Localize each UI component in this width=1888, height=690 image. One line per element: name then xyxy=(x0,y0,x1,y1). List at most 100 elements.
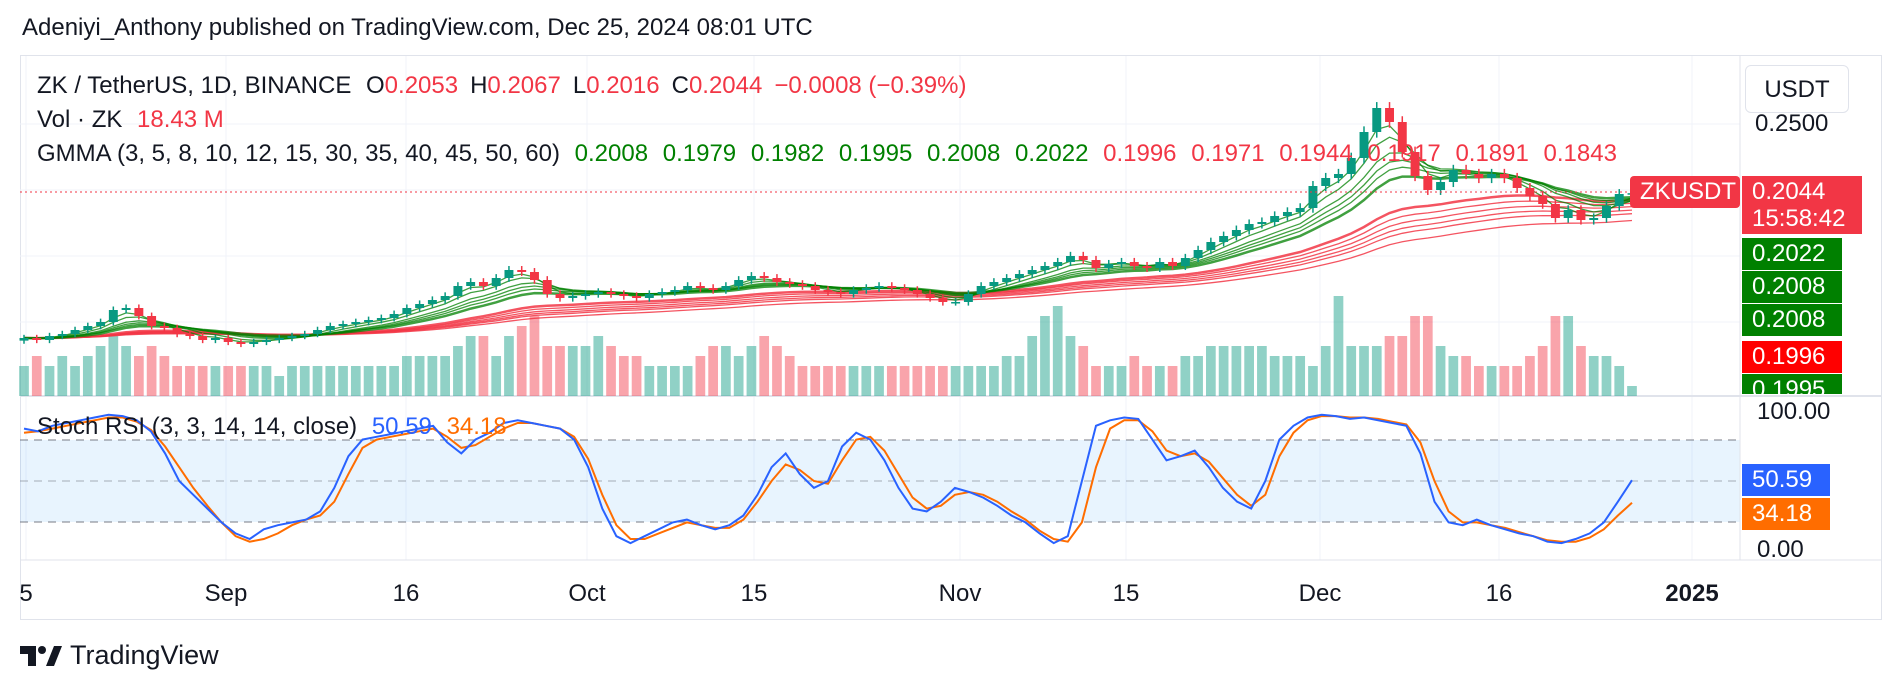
gmma-short-ema-15 xyxy=(23,175,1633,340)
volume-bar xyxy=(325,366,336,396)
volume-bar xyxy=(57,356,68,396)
volume-bar xyxy=(708,346,718,396)
volume-bar xyxy=(1027,336,1038,396)
volume-legend[interactable]: Vol · ZK 18.43 M xyxy=(37,106,232,134)
candle-body xyxy=(236,342,246,344)
volume-bar xyxy=(899,366,910,396)
volume-bar xyxy=(1078,346,1089,396)
candle-body xyxy=(1257,222,1267,224)
candle-body xyxy=(1576,210,1586,220)
stoch-d-value: 34.18 xyxy=(446,413,507,440)
volume-bar xyxy=(197,366,208,396)
currency-button[interactable]: USDT xyxy=(1745,65,1849,113)
volume-bar xyxy=(363,366,374,396)
volume-bar xyxy=(82,356,93,396)
volume-bar xyxy=(1563,316,1574,396)
volume-bar xyxy=(657,366,667,396)
candle-body xyxy=(504,270,514,278)
stoch-tick-0: 0.00 xyxy=(1757,536,1804,563)
volume-bar xyxy=(376,366,387,396)
h-label: H xyxy=(470,72,488,99)
volume-bar xyxy=(695,356,706,396)
candle-body xyxy=(351,322,361,324)
gmma-long-ema-40 xyxy=(23,205,1633,339)
volume-bar xyxy=(886,366,897,396)
gmma-long-5: 0.1891 xyxy=(1455,140,1529,167)
candle-body xyxy=(619,294,629,296)
candle-body xyxy=(1436,182,1446,190)
volume-bar xyxy=(772,346,782,396)
volume-value: 18.43 M xyxy=(137,106,224,133)
volume-bar xyxy=(950,366,961,396)
volume-bar xyxy=(1537,346,1548,396)
volume-bar xyxy=(478,336,489,396)
volume-bar xyxy=(912,366,923,396)
candle-body xyxy=(708,288,718,290)
volume-bar xyxy=(835,366,846,396)
candle-body xyxy=(1602,206,1611,218)
volume-bar xyxy=(1282,356,1293,396)
volume-bar xyxy=(1346,346,1357,396)
volume-bar xyxy=(1269,356,1280,396)
x-tick-sep: Sep xyxy=(204,580,248,607)
gmma-long-ema-35 xyxy=(23,200,1633,339)
candle-body xyxy=(1461,170,1471,174)
candle-body xyxy=(1282,212,1292,216)
high-value: 0.2067 xyxy=(487,72,561,99)
x-tick-dec: Dec xyxy=(1298,580,1342,607)
candle-body xyxy=(249,342,259,344)
gmma-short-4: 0.1995 xyxy=(838,140,913,167)
volume-label: Vol · ZK xyxy=(37,106,123,133)
volume-bar xyxy=(1371,346,1382,396)
candle-body xyxy=(1129,262,1139,266)
stoch-k-tag: 50.59 xyxy=(1742,464,1830,496)
candle-body xyxy=(1053,262,1063,266)
symbol-tag: ZKUSDT xyxy=(1630,176,1740,208)
volume-bar xyxy=(274,376,285,396)
grid xyxy=(20,56,1740,560)
l-label: L xyxy=(572,72,587,99)
candle-body xyxy=(262,340,271,342)
candle-body xyxy=(223,338,233,342)
tradingview-brand[interactable]: TradingView xyxy=(20,640,219,671)
stoch-legend[interactable]: Stoch RSI (3, 3, 14, 14, close) 50.59 34… xyxy=(37,413,515,441)
candle-body xyxy=(810,286,820,290)
gmma-legend[interactable]: GMMA (3, 5, 8, 10, 12, 15, 30, 35, 40, 4… xyxy=(37,140,1625,168)
candle-body xyxy=(1499,174,1509,178)
countdown-tag: 15:58:42 xyxy=(1742,204,1862,234)
volume-bar xyxy=(1218,346,1229,396)
candle-body xyxy=(338,324,348,326)
candle-body xyxy=(759,276,769,278)
gmma-long-ema-30 xyxy=(23,194,1633,340)
volume-bar xyxy=(1193,356,1203,396)
volume-bar xyxy=(1397,336,1408,396)
volume-bar xyxy=(1435,346,1446,396)
volume-bar xyxy=(1129,356,1140,396)
candle-body xyxy=(1206,242,1216,250)
symbol-title[interactable]: ZK / TetherUS, 1D, BINANCE xyxy=(37,72,352,99)
gmma-short-ema-12 xyxy=(23,166,1633,339)
candle-body xyxy=(1231,230,1241,236)
volume-bar xyxy=(848,366,859,396)
gmma-long-6: 0.1843 xyxy=(1543,140,1617,167)
volume-bar xyxy=(491,356,502,396)
gmma-short-ema-10 xyxy=(23,159,1633,340)
volume-bar xyxy=(580,346,591,396)
stoch-tick-100: 100.00 xyxy=(1757,398,1831,425)
candle-body xyxy=(581,294,590,296)
publish-header: Adeniyi_Anthony published on TradingView… xyxy=(22,14,813,41)
gmma-long-ema-45 xyxy=(23,209,1633,339)
candle-body xyxy=(427,300,437,304)
volume-bar xyxy=(223,366,234,396)
stoch-d-tag: 34.18 xyxy=(1742,498,1830,530)
volume-bar xyxy=(1308,366,1318,396)
close-value: 0.2044 xyxy=(688,72,763,99)
volume-bar xyxy=(1333,296,1344,396)
volume-bar xyxy=(976,366,986,396)
candle-body xyxy=(734,280,744,286)
volume-bar xyxy=(312,366,323,396)
candle-body xyxy=(172,328,182,334)
symbol-legend[interactable]: ZK / TetherUS, 1D, BINANCE O0.2053 H0.206… xyxy=(37,72,982,100)
x-tick-15-oct: 15 xyxy=(740,580,768,607)
